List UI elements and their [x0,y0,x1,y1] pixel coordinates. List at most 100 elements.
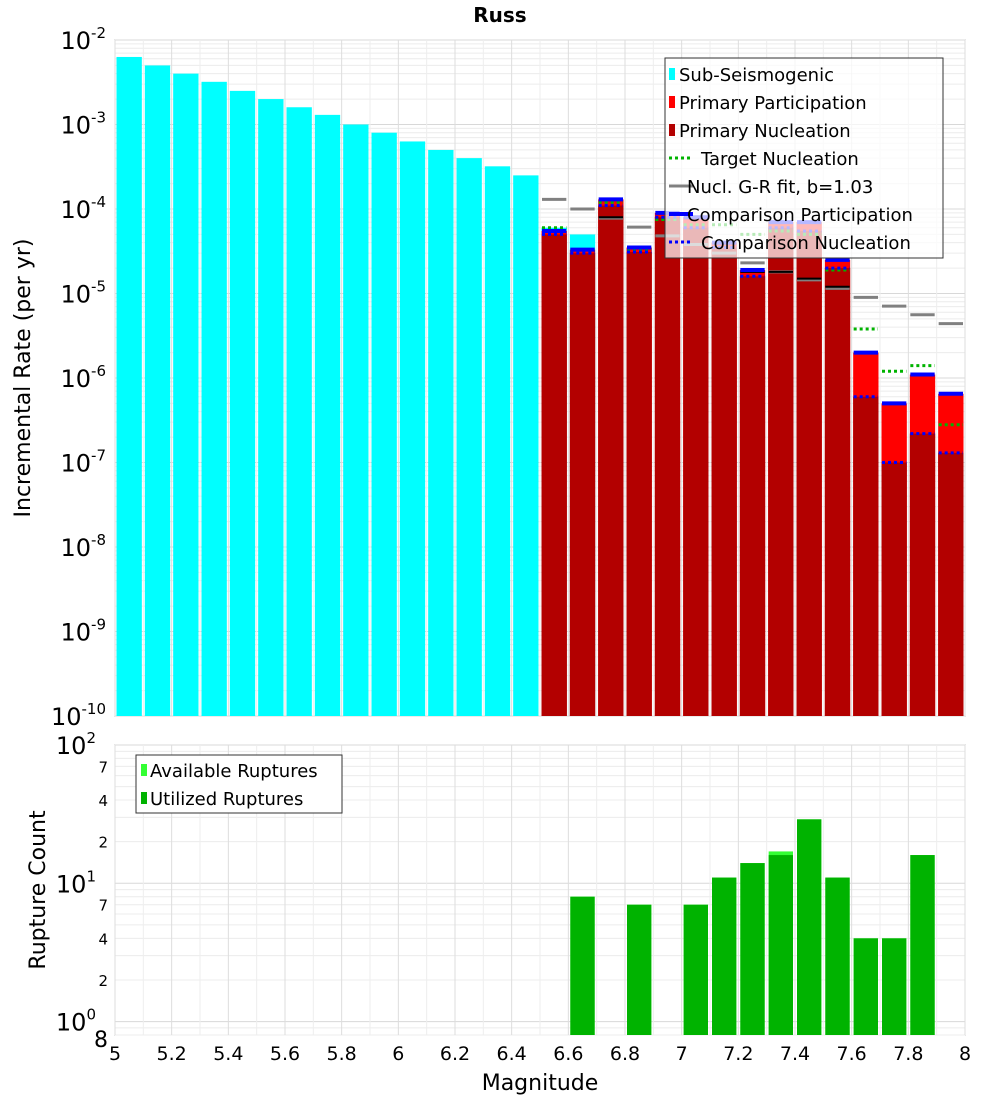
legend-swatch [141,764,147,776]
x-tick-label: 5 [109,1043,121,1065]
count-y-tick-label: 4 [98,792,108,810]
utilized-ruptures-bar [627,904,652,1035]
count-legend: Available Ruptures Utilized Ruptures [135,754,343,814]
count-y-tick-label: 8 [94,1028,108,1053]
utilized-ruptures-bar [740,863,765,1035]
primary-nucleation-bar [739,276,766,716]
rate-y-tick-label: 10-2 [60,24,106,55]
rate-y-tick-label: 10-6 [60,362,106,393]
legend-label-utilized-ruptures: Utilized Ruptures [150,789,303,810]
count-y-tick-label: 100 [56,1006,96,1037]
sub-seismogenic-bar [428,149,454,717]
count-y-tick-label: 7 [98,758,108,776]
primary-nucleation-bar [938,452,964,716]
legend-label-nucl-g-r-fit-b-1-03: Nucl. G-R fit, b=1.03 [687,177,873,198]
utilized-ruptures-bar [797,819,822,1035]
primary-nucleation-bar [881,462,907,716]
utilized-ruptures-bar [570,896,595,1035]
primary-nucleation-bar [541,234,567,717]
sub-seismogenic-bar [229,90,256,716]
x-tick-label: 7 [676,1043,688,1065]
sub-seismogenic-bar [513,175,539,716]
rate-y-tick-label: 10-4 [60,193,106,224]
utilized-ruptures-bar [882,938,907,1035]
rate-y-tick-label: 10-7 [60,447,106,478]
utilized-ruptures-bar [853,938,878,1035]
legend-label-primary-participation: Primary Participation [679,93,867,114]
rate-y-tick-label: 10-3 [60,109,106,140]
sub-seismogenic-bar [258,99,284,716]
x-tick-label: 5.6 [270,1043,300,1065]
legend-swatch [669,124,675,136]
rate-panel: 10-10 10-9 10-8 10-7 10-6 10-5 10-4 10-3 10-2 Ru… [11,3,966,731]
x-tick-label: 5.2 [157,1043,187,1065]
rate-y-tick-label: 10-8 [60,531,106,562]
x-tick-label: 7.8 [893,1043,923,1065]
sub-seismogenic-bar [286,107,312,717]
count-legend-box [135,754,343,814]
x-tick-label: 5.4 [213,1043,243,1065]
x-tick-label: 6.4 [497,1043,527,1065]
count-y-tick-label: 7 [98,897,108,915]
sub-seismogenic-bar [201,81,227,717]
primary-nucleation-bar [909,433,936,716]
count-y-axis-label: Rupture Count [26,810,51,970]
count-y-tick-label: 102 [56,729,96,760]
rate-legend: Sub-Seismogenic Primary Participation Prim… [664,57,944,259]
primary-nucleation-bar [711,247,737,716]
legend-swatch [669,68,675,80]
count-y-tick-label: 101 [56,867,96,898]
utilized-ruptures-bar [683,904,708,1035]
x-tick-label: 5.8 [327,1043,357,1065]
x-tick-label: 8 [959,1043,971,1065]
rate-legend-box [664,57,944,259]
rate-y-ticks: 10-10 10-9 10-8 10-7 10-6 10-5 10-4 10-3 10-2 [51,24,106,731]
legend-swatch [669,96,675,108]
sub-seismogenic-bar [116,56,142,716]
x-tick-label: 7.4 [780,1043,810,1065]
chart-title: Russ [473,3,526,27]
primary-nucleation-bar [853,396,879,716]
x-tick-label: 7.2 [723,1043,753,1065]
primary-nucleation-bar [569,253,596,716]
x-tick-label: 7.6 [837,1043,867,1065]
rate-bars [116,56,964,717]
sub-seismogenic-bar [456,158,482,717]
x-tick-label: 6.8 [610,1043,640,1065]
legend-label-comparison-participation: Comparison Participation [687,205,913,226]
x-tick-label: 6.2 [440,1043,470,1065]
rate-y-axis-label: Incremental Rate (per yr) [11,239,36,518]
count-bars [570,819,935,1035]
sub-seismogenic-bar [144,65,171,717]
primary-nucleation-bar [796,230,822,717]
legend-label-available-ruptures: Available Ruptures [150,761,318,782]
sub-seismogenic-bar [314,114,341,717]
legend-label-comparison-nucleation: Comparison Nucleation [701,233,911,254]
utilized-ruptures-bar [825,877,850,1035]
sub-seismogenic-bar [371,132,397,716]
primary-nucleation-bar [768,227,794,716]
count-y-tick-label: 2 [98,972,108,990]
x-tick-label: 6.6 [553,1043,583,1065]
primary-nucleation-bar [824,268,851,716]
legend-label-target-nucleation: Target Nucleation [700,149,859,170]
x-axis-label: Magnitude [482,1071,599,1096]
utilized-ruptures-bar [768,855,793,1035]
rate-y-tick-label: 10-10 [51,700,106,731]
utilized-ruptures-bar [712,877,737,1035]
utilized-ruptures-bar [910,855,935,1035]
legend-swatch [141,792,147,804]
primary-nucleation-bar [598,205,624,716]
x-tick-label: 6 [392,1043,404,1065]
sub-seismogenic-bar [399,141,426,717]
rate-y-tick-label: 10-5 [60,278,106,309]
sub-seismogenic-bar [343,124,369,716]
count-y-tick-label: 4 [98,930,108,948]
sub-seismogenic-bar [484,166,511,716]
primary-nucleation-bar [654,217,681,716]
primary-nucleation-bar [626,251,652,717]
x-ticks: 5 5.2 5.4 5.6 5.8 6 6.2 6.4 6.6 6.8 7 7.2 7.4 7.6 7.8 8 [109,1043,971,1065]
